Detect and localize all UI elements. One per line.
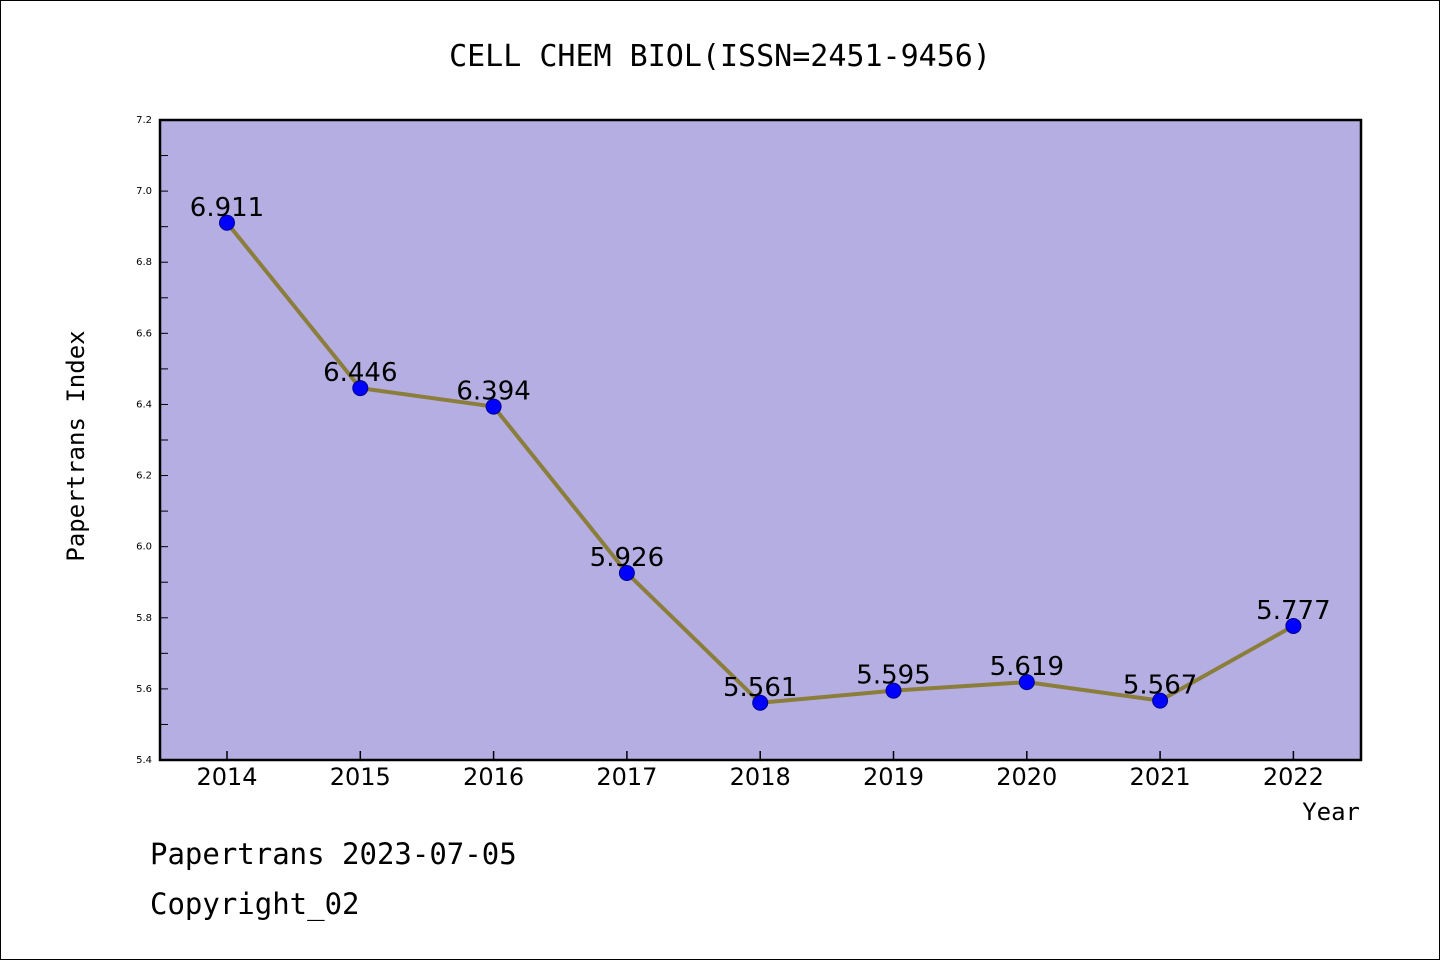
data-label-2017: 5.926	[590, 543, 664, 573]
y-tick-label: 6.8	[136, 257, 152, 268]
x-tick-label-2014: 2014	[196, 763, 257, 791]
data-label-2019: 5.595	[856, 661, 930, 691]
y-tick-label: 5.6	[136, 684, 152, 695]
footer-copyright: Copyright_02	[150, 887, 360, 922]
x-tick-label-2016: 2016	[463, 763, 524, 791]
data-point-2015	[352, 380, 369, 397]
data-labels: 6.911 6.446 6.394 5.926 5.561 5.595 5.619 5.567…	[190, 193, 1331, 703]
series-markers	[219, 214, 1302, 711]
data-label-2016: 6.394	[456, 377, 530, 407]
data-point-2014	[219, 214, 235, 231]
y-tick-label: 7.0	[136, 186, 152, 197]
data-label-2018: 5.561	[723, 673, 797, 703]
x-tick-label-2019: 2019	[863, 763, 924, 791]
x-tick-label-2021: 2021	[1130, 763, 1191, 791]
plot-area	[158, 118, 1363, 762]
data-point-2022	[1285, 617, 1302, 634]
footer-date: Papertrans 2023-07-05	[150, 837, 517, 871]
x-tick-label-2015: 2015	[330, 763, 391, 791]
data-point-2021	[1152, 692, 1169, 709]
data-label-2022: 5.777	[1256, 596, 1330, 626]
y-tick-label: 6.2	[136, 471, 152, 482]
y-axis-label: Papertrans Index	[62, 330, 90, 561]
data-label-2021: 5.567	[1123, 671, 1197, 701]
data-point-2018	[752, 694, 769, 711]
data-point-2017	[618, 564, 635, 581]
y-tick-label: 5.8	[136, 613, 152, 624]
data-point-2019	[885, 682, 902, 699]
x-axis-label: Year	[1302, 798, 1360, 826]
data-label-2014: 6.911	[190, 193, 264, 223]
y-tick-label: 6.6	[136, 328, 152, 339]
y-tick-label: 7.2	[136, 115, 152, 126]
x-axis: 2014 2015 2016 2017 2018 2019 2020 2021 2022	[196, 751, 1324, 791]
data-label-2020: 5.619	[990, 652, 1064, 682]
data-point-2020	[1018, 674, 1035, 691]
x-tick-label-2020: 2020	[996, 763, 1057, 791]
chart-title: CELL CHEM BIOL(ISSN=2451-9456)	[449, 39, 991, 74]
x-tick-label-2018: 2018	[730, 763, 791, 791]
y-tick-label: 6.0	[136, 542, 152, 553]
y-tick-label: 6.4	[136, 399, 152, 410]
data-label-2015: 6.446	[323, 358, 397, 388]
data-point-2016	[485, 398, 502, 415]
y-tick-label: 5.4	[136, 755, 152, 766]
x-tick-label-2022: 2022	[1263, 763, 1324, 791]
x-tick-label-2017: 2017	[596, 763, 657, 791]
y-axis: 5.4 5.6 5.8 6.0 6.2 6.4 6.6 6.8 7.0 7.2	[136, 115, 168, 766]
